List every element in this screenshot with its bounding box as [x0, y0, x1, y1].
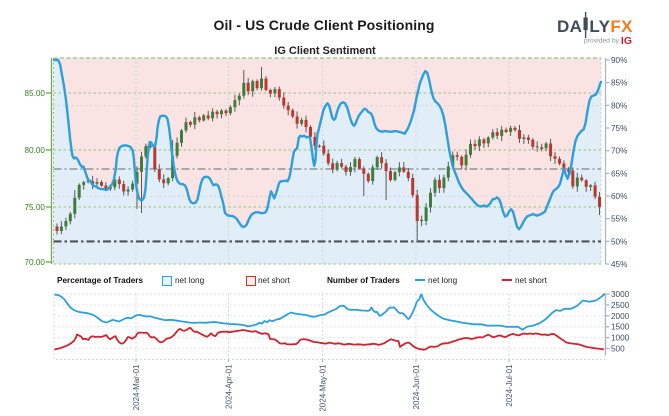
- svg-text:2024-Apr-01: 2024-Apr-01: [225, 364, 234, 409]
- svg-text:1500: 1500: [611, 323, 630, 332]
- svg-text:80%: 80%: [611, 101, 627, 110]
- svg-text:70.00: 70.00: [25, 258, 46, 267]
- svg-text:2500: 2500: [611, 301, 630, 310]
- svg-text:90%: 90%: [611, 56, 627, 65]
- svg-text:500: 500: [611, 345, 625, 354]
- svg-text:45%: 45%: [611, 260, 627, 269]
- svg-text:80.00: 80.00: [25, 146, 46, 155]
- svg-text:2024-Jul-01: 2024-Jul-01: [505, 364, 514, 407]
- svg-text:70%: 70%: [611, 147, 627, 156]
- svg-text:2024-Mar-01: 2024-Mar-01: [132, 364, 141, 410]
- svg-text:2024-May-01: 2024-May-01: [319, 364, 328, 412]
- svg-text:85.00: 85.00: [25, 89, 46, 98]
- svg-text:55%: 55%: [611, 215, 627, 224]
- svg-text:75.00: 75.00: [25, 203, 46, 212]
- svg-text:75%: 75%: [611, 124, 627, 133]
- svg-text:85%: 85%: [611, 79, 627, 88]
- svg-text:3000: 3000: [611, 290, 630, 299]
- svg-text:50%: 50%: [611, 237, 627, 246]
- svg-text:2000: 2000: [611, 312, 630, 321]
- svg-text:65%: 65%: [611, 169, 627, 178]
- svg-text:1000: 1000: [611, 334, 630, 343]
- svg-text:2024-Jun-01: 2024-Jun-01: [412, 364, 421, 409]
- svg-text:60%: 60%: [611, 192, 627, 201]
